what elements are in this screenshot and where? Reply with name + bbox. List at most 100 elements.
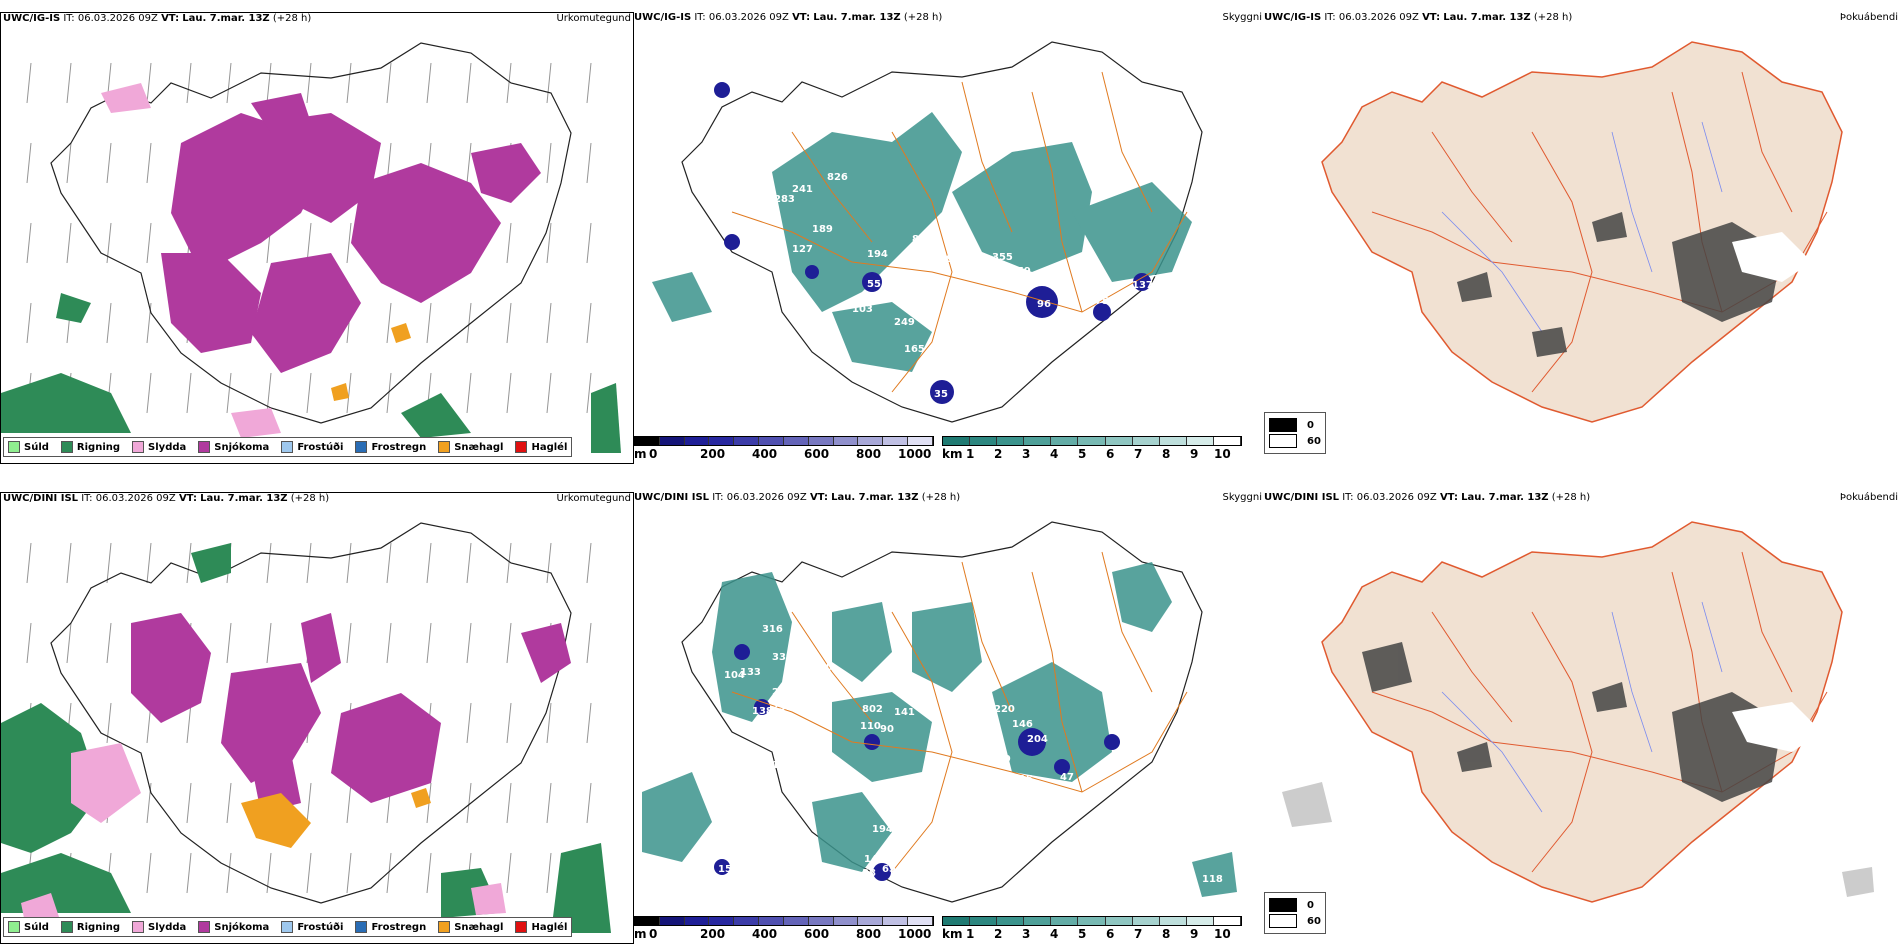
cloud-label: 128	[772, 760, 793, 771]
cloud-label: 241	[792, 184, 813, 195]
legend-item: Frostregn	[355, 441, 426, 453]
cloud-label: 104	[724, 670, 745, 681]
tick-label: 400	[752, 927, 778, 941]
fog-map-top	[1321, 41, 1843, 423]
tick-label: 800	[856, 447, 882, 461]
visibility-map-top: 91 86 241 283 826 880 189 127 194 108 35…	[652, 41, 1203, 423]
it-label: IT:	[63, 13, 75, 24]
legend-item: Frostúði	[281, 921, 343, 933]
tick-label: 2	[994, 447, 1003, 461]
tick-label: 4	[1050, 927, 1059, 941]
tick-label: 0	[649, 927, 658, 941]
lead-time: (+28 h)	[1533, 12, 1573, 23]
legend-item: Snjókoma	[198, 441, 269, 453]
lead-time: (+28 h)	[1551, 492, 1591, 503]
tick-label: 1000	[898, 447, 932, 461]
model-label: UWC/DINI ISL	[634, 492, 710, 503]
model-label: UWC/IG-IS	[3, 13, 61, 24]
vt-value: Lau. 7.mar. 13Z	[1443, 12, 1531, 23]
cloud-label: 38	[1052, 319, 1066, 330]
vt-value: Lau. 7.mar. 13Z	[200, 493, 288, 504]
it-value: 06.03.2026 09Z	[726, 492, 807, 503]
tick-label: 800	[856, 927, 882, 941]
it-label: IT:	[712, 492, 724, 503]
colorbar-unit: km	[942, 447, 963, 461]
cloud-label: 194	[872, 824, 893, 835]
it-value: 06.03.2026 09Z	[1356, 492, 1437, 503]
cloud-label: 65	[882, 864, 896, 875]
tick-label: 8	[1162, 927, 1171, 941]
cloud-label: 141	[894, 707, 915, 718]
it-value: 06.03.2026 09Z	[708, 12, 789, 23]
cloud-label: 103	[852, 304, 873, 315]
tick-label: 4	[1050, 447, 1059, 461]
cloud-label: 80	[942, 701, 956, 712]
cloud-label: 403	[797, 677, 818, 688]
legend-item: Rigning	[60, 921, 120, 933]
tick-label: 0	[649, 447, 658, 461]
cloud-label: 146	[1012, 719, 1033, 730]
cloud-label: 105	[1012, 334, 1033, 345]
precip-type-panel-top: UWC/IG-IS IT: 06.03.2026 09Z VT: Lau. 7.…	[0, 12, 634, 464]
visibility-colorbar: km 1 2 3 4 5 6 7 8 9 10	[942, 916, 1242, 941]
vt-label: VT:	[809, 492, 828, 503]
it-value: 06.03.2026 09Z	[77, 13, 158, 24]
panel-title: Skyggni	[1222, 492, 1262, 503]
cloud-label: 316	[762, 624, 783, 635]
tick-label: 600	[804, 927, 830, 941]
visibility-colorbar: km 1 2 3 4 5 6 7 8 9 10	[942, 436, 1242, 461]
cloud-label: 283	[774, 194, 795, 205]
ceiling-colorbar: m 0 200 400 600 800 1000	[634, 436, 934, 461]
cloud-label: 118	[1202, 874, 1223, 885]
it-value: 06.03.2026 09Z	[95, 493, 176, 504]
fog-panel-bottom: UWC/DINI ISL IT: 06.03.2026 09Z VT: Lau.…	[1262, 492, 1900, 942]
fog-legend: 0 60	[1264, 412, 1326, 454]
tick-label: 1	[966, 927, 975, 941]
cloud-label: 194	[867, 249, 888, 260]
colorbar-unit: m	[634, 447, 647, 461]
cloud-label: 189	[812, 224, 833, 235]
tick-label: 5	[1078, 447, 1087, 461]
cloud-label: 127	[792, 244, 813, 255]
it-label: IT:	[1324, 12, 1336, 23]
fog-panel-top: UWC/IG-IS IT: 06.03.2026 09Z VT: Lau. 7.…	[1262, 12, 1900, 462]
tick-label: 1	[966, 447, 975, 461]
cloud-label: 220	[994, 704, 1015, 715]
cloud-label: 75	[1095, 296, 1109, 307]
vt-label: VT:	[161, 13, 180, 24]
legend-item: Súld	[8, 441, 49, 453]
cloud-label: 258	[772, 687, 793, 698]
cloud-label: 91	[767, 86, 781, 97]
cloud-label: 251	[772, 702, 793, 713]
legend-item: Slydda	[132, 921, 186, 933]
ceiling-colorbar: m 0 200 400 600 800 1000	[634, 916, 934, 941]
cloud-label: 75	[752, 284, 766, 295]
panel-title: Skyggni	[1222, 12, 1262, 23]
tick-label: 600	[804, 447, 830, 461]
panel-title: Þokuábendi	[1839, 492, 1898, 503]
legend-item: Rigning	[60, 441, 120, 453]
panel-title: Úrkomutegund	[556, 13, 631, 24]
cloud-label: 86	[752, 139, 766, 150]
legend-item: Snæhagl	[438, 921, 503, 933]
visibility-map-bottom: 316 339 104 133 640 403 258 138 251 802 …	[642, 521, 1237, 903]
visibility-panel-top: 91 86 241 283 826 880 189 127 194 108 35…	[632, 12, 1262, 462]
tick-label: 6	[1106, 927, 1115, 941]
lead-time: (+28 h)	[290, 493, 330, 504]
cloud-label: 35	[934, 389, 948, 400]
legend-item: Frostúði	[281, 441, 343, 453]
tick-label: 7	[1134, 927, 1143, 941]
tick-label: 10	[1214, 927, 1231, 941]
precip-type-panel-bottom: UWC/DINI ISL IT: 06.03.2026 09Z VT: Lau.…	[0, 492, 634, 944]
cloud-label: 55	[867, 279, 881, 290]
cloud-label: 329	[990, 754, 1011, 765]
vt-label: VT:	[1422, 12, 1441, 23]
panel-title: Úrkomutegund	[556, 493, 631, 504]
tick-label: 6	[1106, 447, 1115, 461]
colorbar-unit: km	[942, 927, 963, 941]
cloud-label: 90	[880, 724, 894, 735]
legend-item: Slydda	[132, 441, 186, 453]
legend-item: Frostregn	[355, 921, 426, 933]
tick-label: 200	[700, 927, 726, 941]
tick-label: 400	[752, 447, 778, 461]
